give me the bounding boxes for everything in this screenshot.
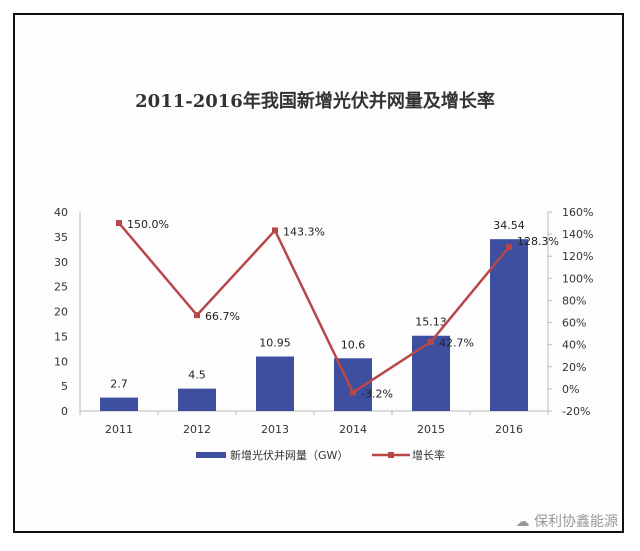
line-data-label: 150.0% xyxy=(127,218,169,231)
growth-rate-line xyxy=(118,222,510,395)
right-tick-label: 20% xyxy=(562,361,586,374)
right-tick-label: 40% xyxy=(562,339,586,352)
legend-bar-swatch xyxy=(196,452,226,458)
line-data-label: -3.2% xyxy=(361,387,393,400)
right-tick-label: 0% xyxy=(562,383,579,396)
x-tick-label: 2013 xyxy=(261,423,289,436)
legend-line-marker xyxy=(388,452,394,458)
growth-rate-marker xyxy=(350,389,356,396)
line-data-label: 128.3% xyxy=(517,235,559,248)
bar-data-label: 10.6 xyxy=(341,338,366,351)
right-tick-label: 160% xyxy=(562,206,593,219)
left-tick-label: 20 xyxy=(54,306,68,319)
chart-title: 2011-2016年我国新增光伏并网量及增长率 xyxy=(135,90,495,112)
right-tick-label: 60% xyxy=(562,317,586,330)
watermark: ☁ 保利协鑫能源 xyxy=(516,511,618,531)
bar-2016 xyxy=(490,239,528,411)
left-tick-label: 0 xyxy=(61,405,68,418)
bar-data-label: 2.7 xyxy=(110,378,128,391)
bar-data-label: 4.5 xyxy=(188,369,206,382)
bar-2012 xyxy=(178,388,216,411)
right-tick-label: 100% xyxy=(562,272,593,285)
left-tick-label: 15 xyxy=(54,330,68,343)
bar-2011 xyxy=(100,397,138,411)
growth-rate-marker xyxy=(428,338,434,345)
x-tick-label: 2012 xyxy=(183,423,211,436)
wechat-icon: ☁ xyxy=(515,514,534,530)
bar-2013 xyxy=(256,356,294,411)
bar-data-label: 34.54 xyxy=(493,219,525,232)
legend-bar-label: 新增光伏并网量（GW） xyxy=(230,448,348,462)
line-data-label: 143.3% xyxy=(283,225,325,238)
line-data-label: 66.7% xyxy=(205,310,240,323)
x-tick-label: 2015 xyxy=(417,423,445,436)
x-tick-label: 2014 xyxy=(339,423,367,436)
bar-data-label: 10.95 xyxy=(259,337,291,350)
bar-2015 xyxy=(412,335,450,411)
bar-data-label: 15.13 xyxy=(415,316,447,329)
growth-rate-marker xyxy=(116,220,122,227)
right-tick-label: 140% xyxy=(562,228,593,241)
left-tick-label: 35 xyxy=(54,231,68,244)
right-tick-label: -20% xyxy=(562,405,590,418)
watermark-text: 保利协鑫能源 xyxy=(534,514,618,530)
line-data-label: 42.7% xyxy=(439,337,474,350)
left-tick-label: 25 xyxy=(54,281,68,294)
x-tick-label: 2016 xyxy=(495,423,523,436)
x-tick-label: 2011 xyxy=(105,423,133,436)
left-tick-label: 10 xyxy=(54,355,68,368)
left-tick-label: 40 xyxy=(54,206,68,219)
growth-rate-marker xyxy=(506,244,512,251)
growth-rate-marker xyxy=(272,227,278,234)
right-tick-label: 80% xyxy=(562,294,586,307)
legend-line-label: 增长率 xyxy=(412,448,445,462)
right-tick-label: 120% xyxy=(562,250,593,263)
growth-rate-marker xyxy=(194,312,200,319)
left-tick-label: 5 xyxy=(61,380,68,393)
left-tick-label: 30 xyxy=(54,256,68,269)
